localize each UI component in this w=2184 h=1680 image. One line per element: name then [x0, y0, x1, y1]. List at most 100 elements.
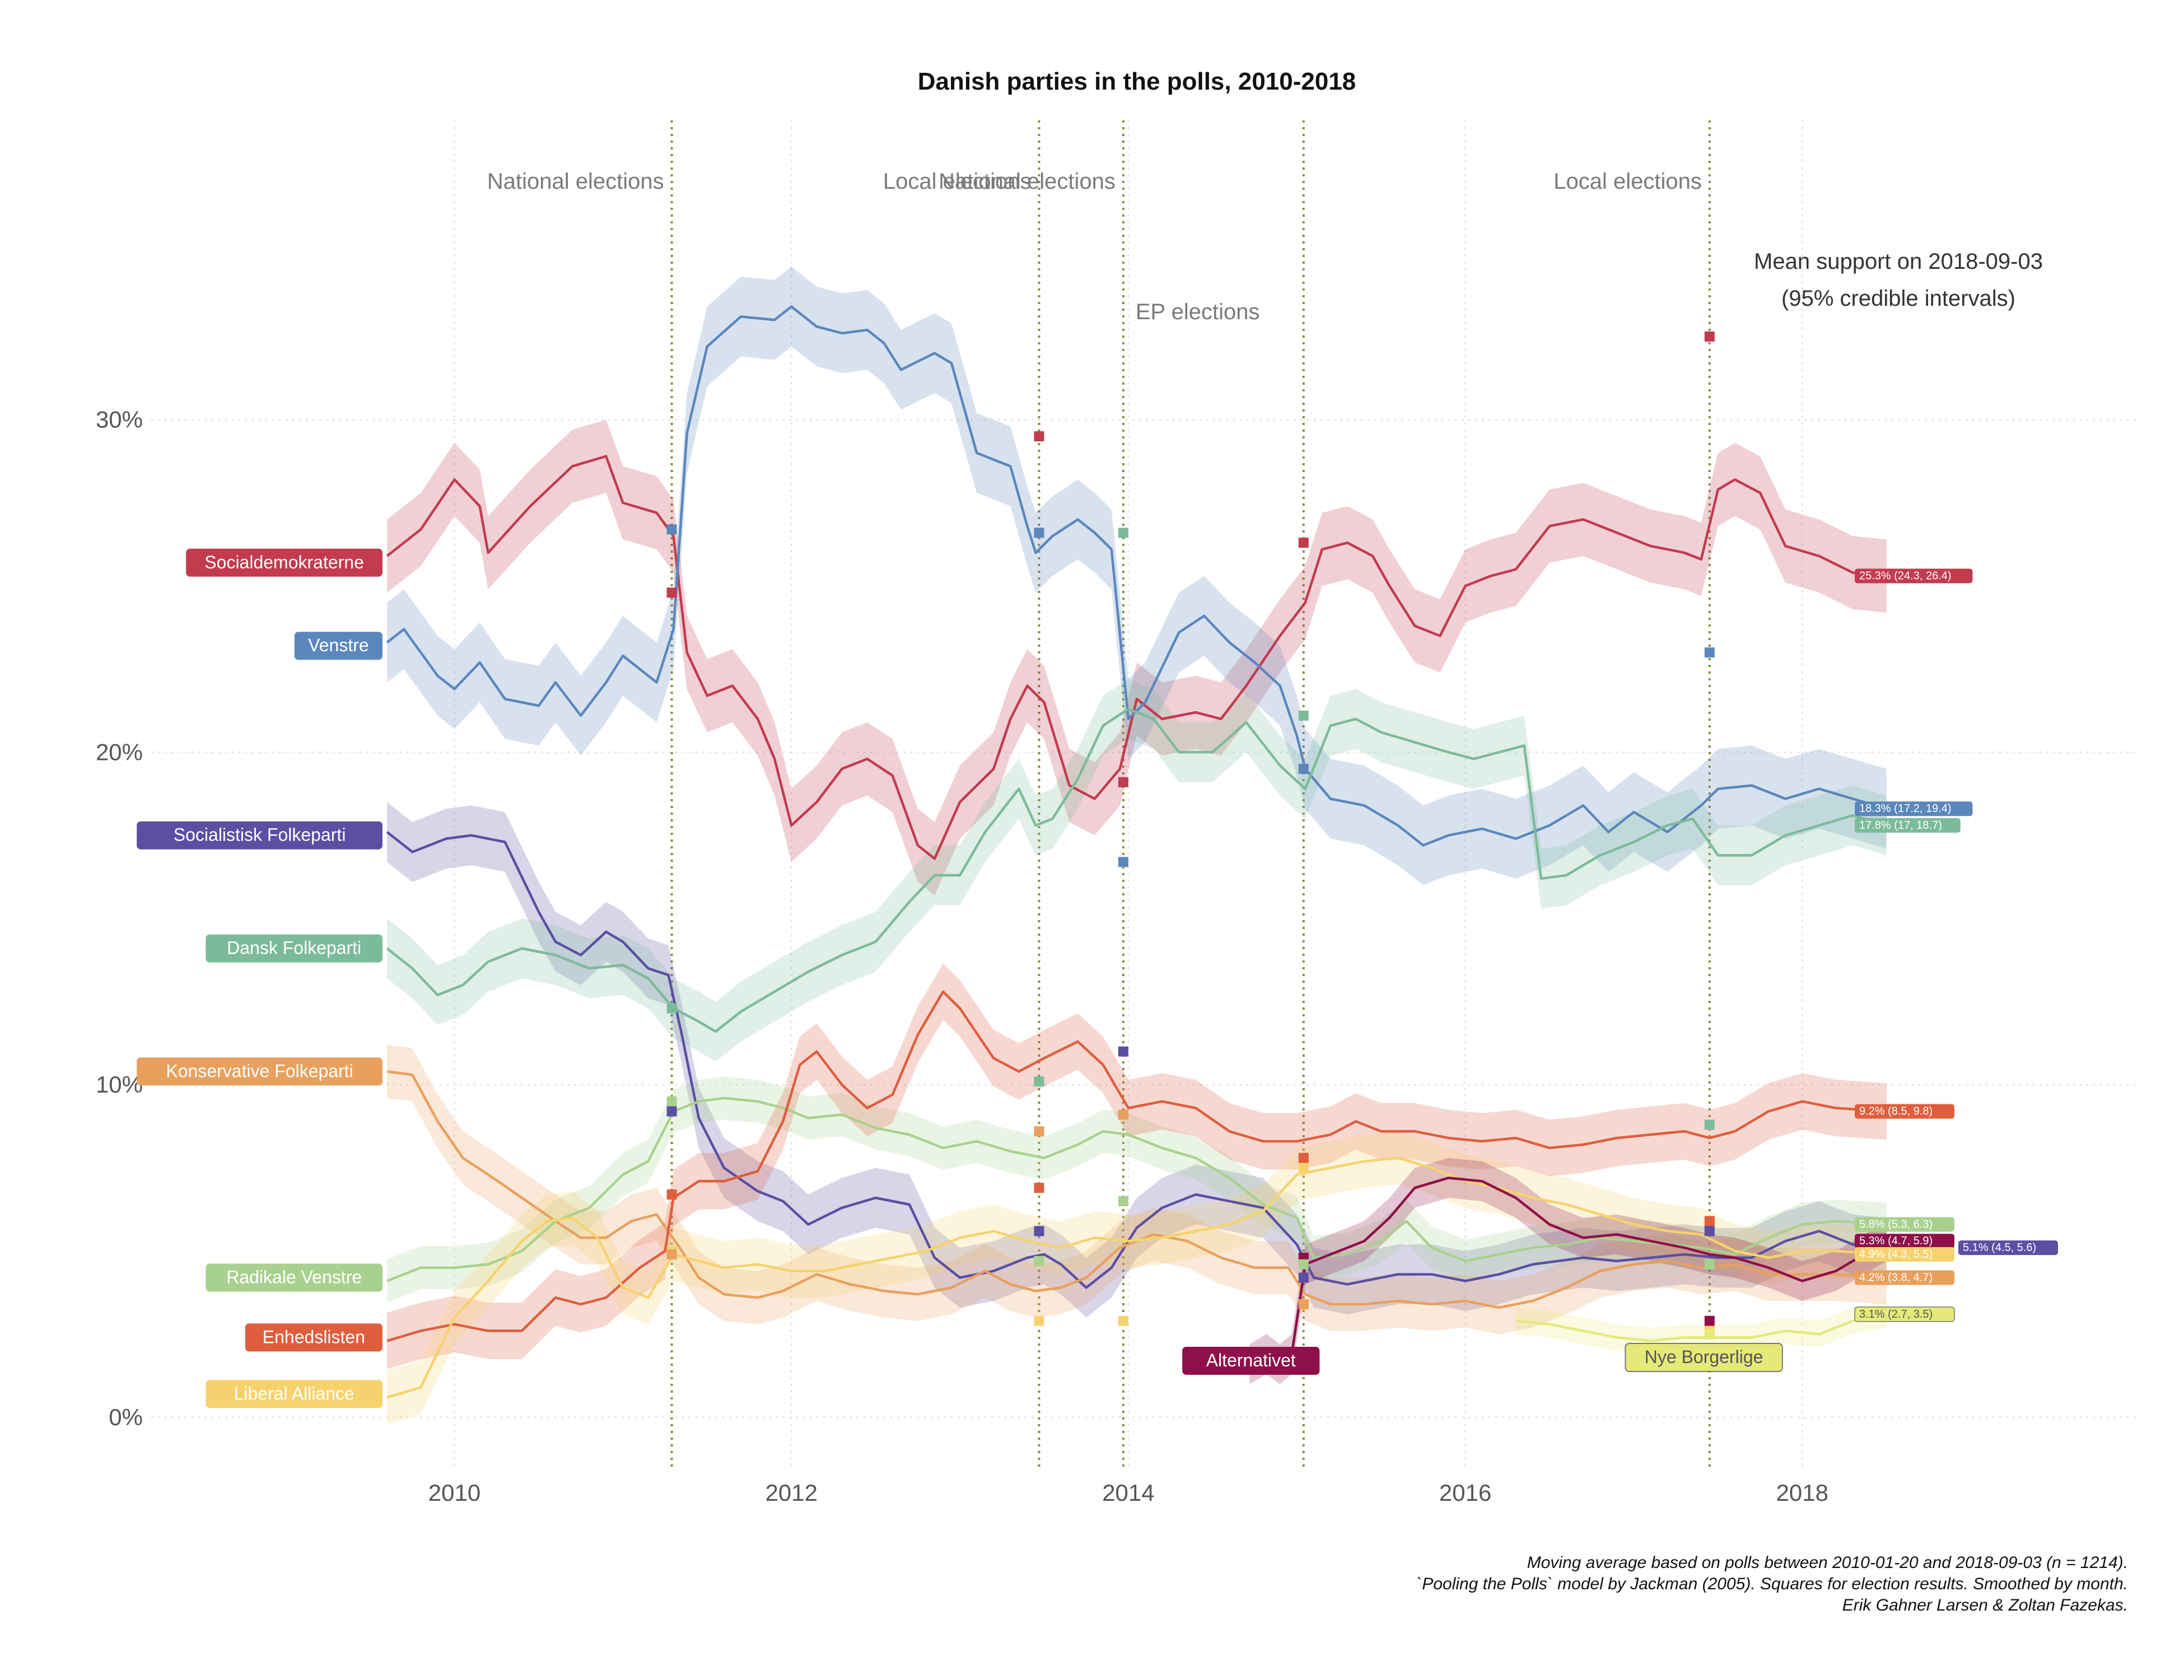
value-label-box-socialistisk-folkeparti	[1958, 1240, 2058, 1256]
election-label: National elections	[487, 169, 664, 194]
result-square-socialdemokraterne	[666, 587, 677, 598]
line-radikale-venstre	[386, 1096, 1887, 1282]
result-square-socialistisk-folkeparti	[1034, 1226, 1044, 1236]
line-liberal-alliance	[386, 1156, 1887, 1399]
result-square-enhedslisten	[1298, 1152, 1309, 1163]
result-square-radikale-venstre	[666, 1096, 677, 1107]
election-lines: National elections Local electionsNationa…	[487, 120, 1711, 1467]
x-tick-label: 2014	[1102, 1480, 1154, 1506]
band-nye-borgerlige	[1515, 1301, 1887, 1355]
value-label-enhedslisten: 9.2% (8.5, 9.8)	[1859, 1105, 1933, 1118]
party-label-box-alternativet	[1182, 1346, 1320, 1375]
value-label-box-nye-borgerlige	[1854, 1306, 1955, 1322]
party-label-venstre: Venstre	[308, 635, 369, 655]
election-label: EP elections	[1136, 300, 1260, 324]
election-label: Local elections	[1553, 169, 1702, 194]
result-square-enhedslisten	[666, 1189, 677, 1200]
party-label-nye-borgerlige: Nye Borgerlige	[1645, 1347, 1763, 1367]
y-tick-label: 20%	[96, 739, 143, 765]
party-labels: Socialdemokraterne Venstre Socialistisk Fo…	[137, 548, 1783, 1408]
y-tick-label: 0%	[109, 1404, 143, 1430]
result-square-konservative-folkeparti	[1118, 1109, 1128, 1120]
party-label-box-dansk-folkeparti	[206, 934, 382, 963]
result-square-nye-borgerlige	[1704, 1329, 1715, 1340]
result-square-venstre	[1704, 647, 1715, 658]
line-nye-borgerlige	[1515, 1313, 1887, 1342]
line-alternativet	[1249, 1177, 1887, 1366]
result-square-konservative-folkeparti	[666, 1249, 677, 1259]
result-square-venstre	[1034, 528, 1044, 538]
line-venstre	[386, 305, 1887, 847]
value-label-box-venstre	[1855, 801, 1973, 816]
result-square-venstre	[1298, 763, 1309, 774]
result-square-liberal-alliance	[1298, 1163, 1309, 1173]
result-square-dansk-folkeparti	[1118, 528, 1128, 538]
y-axis-ticks: 0% 10% 20% 30%	[96, 406, 143, 1430]
value-label-box-alternativet	[1855, 1234, 1954, 1249]
band-enhedslisten	[387, 963, 1887, 1369]
x-tick-label: 2016	[1439, 1480, 1491, 1506]
value-label-venstre: 18.3% (17.2, 19.4)	[1859, 802, 1952, 815]
band-liberal-alliance	[387, 1131, 1887, 1424]
credible-interval-bands	[387, 267, 1887, 1424]
line-dansk-folkeparti	[386, 707, 1887, 1033]
value-label-box-dansk-folkeparti	[1855, 818, 1961, 833]
x-tick-label: 2012	[766, 1480, 818, 1506]
caption-line-2: `Pooling the Polls` model by Jackman (20…	[1416, 1575, 2128, 1593]
party-label-box-radikale-venstre	[206, 1263, 382, 1292]
caption-line-3: Erik Gahner Larsen & Zoltan Fazekas.	[1842, 1596, 2128, 1614]
party-label-box-socialistisk-folkeparti	[137, 821, 382, 850]
party-label-box-liberal-alliance	[206, 1380, 382, 1408]
result-square-enhedslisten	[1704, 1216, 1715, 1226]
value-label-radikale-venstre: 5.8% (5.3, 6.3)	[1859, 1219, 1933, 1231]
value-label-box-liberal-alliance	[1855, 1247, 1954, 1262]
result-square-dansk-folkeparti	[1704, 1119, 1715, 1130]
caption-line-1: Moving average based on polls between 20…	[1527, 1553, 2128, 1572]
value-label-socialdemokraterne: 25.3% (24.3, 26.4)	[1859, 570, 1952, 582]
value-label-box-konservative-folkeparti	[1855, 1270, 1954, 1285]
party-label-alternativet: Alternativet	[1206, 1350, 1296, 1370]
result-square-socialdemokraterne	[1298, 538, 1309, 548]
result-square-konservative-folkeparti	[1034, 1126, 1044, 1137]
result-square-socialdemokraterne	[1118, 777, 1128, 787]
y-tick-label: 10%	[96, 1071, 143, 1098]
line-socialistisk-folkeparti	[386, 831, 1887, 1289]
band-socialistisk-folkeparti	[387, 802, 1887, 1318]
party-label-radikale-venstre: Radikale Venstre	[226, 1267, 362, 1287]
result-square-alternativet	[1704, 1315, 1715, 1326]
party-label-socialistisk-folkeparti: Socialistisk Folkeparti	[174, 825, 346, 845]
line-enhedslisten	[386, 990, 1887, 1342]
party-label-konservative-folkeparti: Konservative Folkeparti	[166, 1061, 353, 1081]
mean-support-note: Mean support on 2018-09-03	[1754, 249, 2043, 274]
party-label-enhedslisten: Enhedslisten	[263, 1327, 365, 1347]
election-label: Local elections	[883, 169, 1032, 194]
x-tick-label: 2018	[1776, 1480, 1828, 1506]
party-label-box-enhedslisten	[245, 1323, 382, 1352]
result-square-socialistisk-folkeparti	[1298, 1272, 1309, 1283]
chart-title: Danish parties in the polls, 2010-2018	[918, 68, 1356, 95]
value-label-box-enhedslisten	[1855, 1104, 1954, 1119]
result-square-konservative-folkeparti	[1298, 1299, 1309, 1310]
value-label-konservative-folkeparti: 4.2% (3.8, 4.7)	[1859, 1272, 1933, 1284]
value-label-box-radikale-venstre	[1855, 1217, 1954, 1232]
result-square-dansk-folkeparti	[666, 1003, 677, 1014]
party-label-box-konservative-folkeparti	[137, 1057, 382, 1086]
election-result-squares	[666, 331, 1715, 1340]
line-konservative-folkeparti	[386, 1070, 1887, 1309]
result-square-radikale-venstre	[1118, 1196, 1128, 1206]
value-label-socialistisk-folkeparti: 5.1% (4.5, 5.6)	[1963, 1242, 2036, 1254]
party-label-box-nye-borgerlige	[1625, 1343, 1783, 1373]
band-dansk-folkeparti	[387, 679, 1887, 1062]
result-square-venstre	[1118, 857, 1128, 867]
result-square-venstre	[666, 524, 677, 535]
result-square-dansk-folkeparti	[1298, 710, 1309, 721]
result-square-liberal-alliance	[1118, 1315, 1128, 1326]
result-square-socialdemokraterne	[1034, 431, 1044, 442]
band-socialdemokraterne	[387, 419, 1887, 895]
y-tick-label: 30%	[96, 406, 143, 432]
value-label-dansk-folkeparti: 17.8% (17, 18.7)	[1859, 819, 1942, 832]
value-label-liberal-alliance: 4.9% (4.3, 5.5)	[1859, 1248, 1933, 1261]
result-square-enhedslisten	[1034, 1183, 1044, 1193]
band-venstre	[387, 267, 1887, 885]
series-lines	[386, 305, 1887, 1399]
